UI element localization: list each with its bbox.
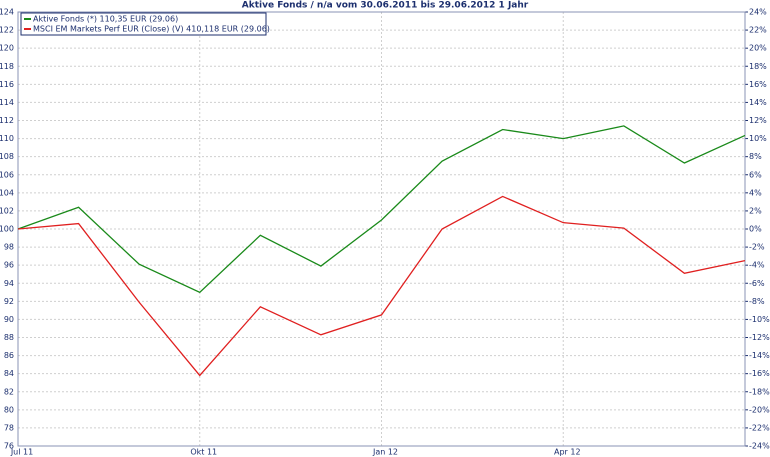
y-tick-label: 108 [0,152,14,161]
y2-tick-label: 0% [749,225,762,234]
y2-tick-label: 24% [749,8,767,17]
y2-tick-label: 14% [749,98,767,107]
y-tick-label: 122 [0,26,14,35]
y2-tick-label: -12% [749,333,770,342]
x-tick-label: Jul 11 [10,448,33,457]
y-tick-label: 116 [0,80,14,89]
y2-tick-label: 10% [749,134,767,143]
y2-tick-label: 12% [749,116,767,125]
y-tick-label: 124 [0,8,14,17]
y2-tick-label: 18% [749,62,767,71]
x-tick-label: Jan 12 [372,448,398,457]
y-tick-label: 106 [0,170,14,179]
series-line [17,125,746,294]
y-tick-label: 78 [4,423,14,432]
y-tick-label: 88 [4,333,14,342]
y2-tick-label: -16% [749,369,770,378]
legend-label: Aktive Fonds (*) 110,35 EUR (29.06) [33,15,178,24]
y-tick-label: 90 [4,315,14,324]
y2-tick-label: -18% [749,387,770,396]
y2-tick-label: 8% [749,152,762,161]
y-tick-label: 110 [0,134,14,143]
series-line [17,195,746,377]
y2-tick-label: -6% [749,279,765,288]
y-tick-label: 92 [4,297,14,306]
chart-title: Aktive Fonds / n/a vom 30.06.2011 bis 29… [242,1,529,11]
y-tick-label: 98 [4,243,14,252]
y2-tick-label: -4% [749,261,765,270]
y-tick-label: 84 [4,369,14,378]
y2-tick-label: -14% [749,351,770,360]
y-tick-label: 120 [0,44,14,53]
y2-tick-label: 6% [749,170,762,179]
y-tick-label: 118 [0,62,14,71]
y-tick-label: 104 [0,188,14,197]
x-tick-label: Okt 11 [190,448,217,457]
y-tick-label: 114 [0,98,14,107]
legend-box [20,12,267,36]
y-tick-label: 80 [4,405,14,414]
legend-label: MSCI EM Markets Perf EUR (Close) (V) 410… [33,25,270,34]
y2-tick-label: 16% [749,80,767,89]
y2-tick-label: -10% [749,315,770,324]
y2-tick-label: 22% [749,26,767,35]
y-tick-label: 112 [0,116,14,125]
y2-tick-label: -2% [749,243,765,252]
y2-tick-label: -8% [749,297,765,306]
y-tick-label: 94 [4,279,14,288]
y2-tick-label: -24% [749,442,770,451]
y-tick-label: 76 [4,442,14,451]
y-tick-label: 96 [4,261,14,270]
y-tick-label: 82 [4,387,14,396]
y2-tick-label: 20% [749,44,767,53]
x-tick-label: Apr 12 [554,448,581,457]
y-tick-label: 102 [0,206,14,215]
y2-tick-label: 4% [749,188,762,197]
y2-tick-label: -22% [749,423,770,432]
y-tick-label: 86 [4,351,14,360]
y2-tick-label: -20% [749,405,770,414]
y-tick-label: 100 [0,225,14,234]
y2-tick-label: 2% [749,206,762,215]
